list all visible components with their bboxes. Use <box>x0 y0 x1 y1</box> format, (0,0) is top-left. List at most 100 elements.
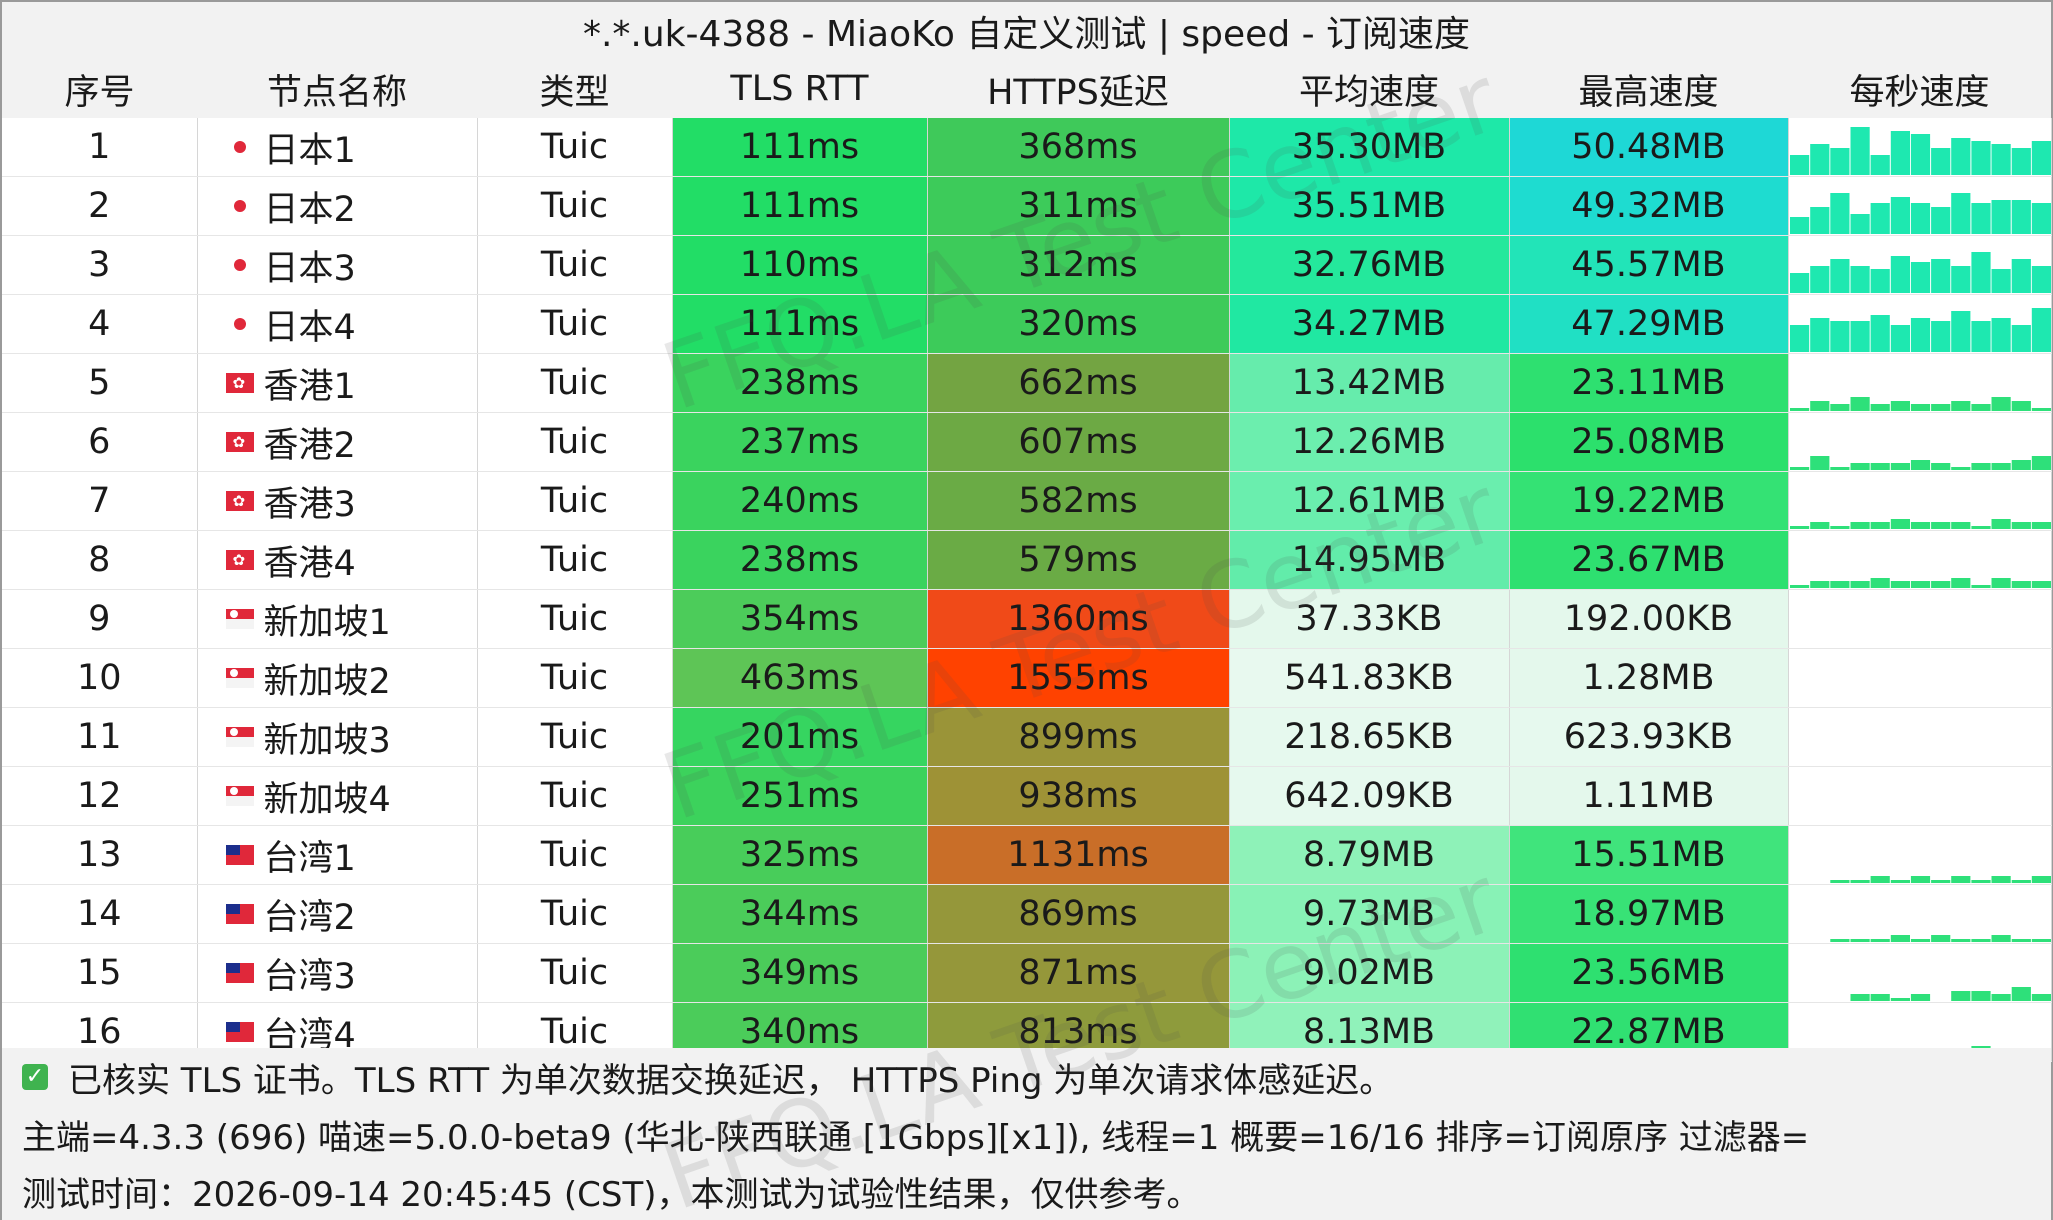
sparkline-bar <box>2031 522 2050 529</box>
flag-tw-icon <box>225 845 254 865</box>
table-row[interactable]: 15 台湾3 Tuic 349ms 871ms 9.02MB 23.56MB <box>2 943 2052 1003</box>
speed-sparkline <box>1789 519 2050 529</box>
flag-sg-icon <box>225 727 254 747</box>
sparkline-bar <box>1910 318 1930 352</box>
node-name-label: 日本1 <box>263 130 356 171</box>
col-header-per-second-speed[interactable]: 每秒速度 <box>1788 60 2051 118</box>
sparkline-bar <box>1829 467 1849 470</box>
cell-avg-speed: 218.65KB <box>1229 707 1510 767</box>
cell-avg-speed: 34.27MB <box>1229 294 1510 354</box>
cell-per-second-sparkline <box>1788 825 2052 885</box>
sparkline-bar <box>1789 217 1809 234</box>
cell-per-second-sparkline <box>1788 884 2052 944</box>
col-header-tls-rtt[interactable]: TLS RTT <box>672 60 927 118</box>
col-header-node-name[interactable]: 节点名称 <box>197 60 477 118</box>
sparkline-bar <box>2031 141 2050 175</box>
cell-per-second-sparkline <box>1788 530 2052 590</box>
sparkline-bar <box>1870 578 1890 588</box>
cell-type: Tuic <box>477 235 673 295</box>
col-header-index[interactable]: 序号 <box>2 60 197 118</box>
sparkline-bar <box>1890 935 1910 942</box>
cell-per-second-sparkline <box>1788 294 2052 354</box>
flag-hk-icon <box>225 491 254 511</box>
table-row[interactable]: 4 日本4 Tuic 111ms 320ms 34.27MB 47.29MB <box>2 294 2052 354</box>
cell-node-name: 新加坡3 <box>197 707 478 767</box>
cell-index: 2 <box>2 176 198 236</box>
sparkline-bar <box>1970 203 1991 234</box>
cell-type: Tuic <box>477 884 673 944</box>
node-name-label: 台湾1 <box>263 838 356 879</box>
cell-index: 12 <box>2 766 198 826</box>
cell-index: 1 <box>2 118 198 177</box>
col-header-max-speed[interactable]: 最高速度 <box>1509 60 1788 118</box>
sparkline-bar <box>1991 519 2011 529</box>
flag-jp-icon <box>225 255 254 275</box>
table-row[interactable]: 9 新加坡1 Tuic 354ms 1360ms 37.33KB 192.00KB <box>2 589 2052 649</box>
cell-max-speed: 1.11MB <box>1509 766 1789 826</box>
sparkline-bar <box>1870 876 1890 883</box>
cell-node-name: 新加坡1 <box>197 589 478 649</box>
table-row[interactable]: 3 日本3 Tuic 110ms 312ms 32.76MB 45.57MB <box>2 235 2052 295</box>
speed-sparkline <box>1789 193 2050 234</box>
cell-tls-rtt: 110ms <box>672 235 928 295</box>
cell-node-name: 香港4 <box>197 530 478 590</box>
table-row[interactable]: 1 日本1 Tuic 111ms 368ms 35.30MB 50.48MB <box>2 118 2052 177</box>
node-name-label: 香港3 <box>263 484 356 525</box>
flag-jp-icon <box>225 137 254 157</box>
flag-tw-icon <box>225 963 254 983</box>
cell-index: 6 <box>2 412 198 472</box>
cell-node-name: 台湾3 <box>197 943 478 1003</box>
cell-tls-rtt: 238ms <box>672 530 928 590</box>
cell-per-second-sparkline <box>1788 353 2052 413</box>
sparkline-bar <box>1829 526 1849 529</box>
sparkline-bar <box>1890 401 1910 411</box>
table-row[interactable]: 10 新加坡2 Tuic 463ms 1555ms 541.83KB 1.28MB <box>2 648 2052 708</box>
cell-index: 4 <box>2 294 198 354</box>
footer-line-time: 测试时间：2026-09-14 20:45:45 (CST)，本测试为试验性结果… <box>22 1162 1201 1220</box>
col-header-type[interactable]: 类型 <box>477 60 672 118</box>
node-name-label: 日本2 <box>263 189 356 230</box>
cell-https-latency: 869ms <box>927 884 1230 944</box>
cell-https-latency: 320ms <box>927 294 1230 354</box>
sparkline-bar <box>1850 880 1870 883</box>
cell-index: 9 <box>2 589 198 649</box>
sparkline-bar <box>2011 522 2031 529</box>
cell-max-speed: 19.22MB <box>1509 471 1789 531</box>
sparkline-bar <box>1789 325 1809 352</box>
flag-hk-icon <box>225 373 254 393</box>
cell-type: Tuic <box>477 353 673 413</box>
sparkline-bar <box>1890 256 1910 293</box>
cell-node-name: 新加坡4 <box>197 766 478 826</box>
sparkline-bar <box>1970 252 1991 293</box>
table-row[interactable]: 2 日本2 Tuic 111ms 311ms 35.51MB 49.32MB <box>2 176 2052 236</box>
window-title: *.*.uk-4388 - MiaoKo 自定义测试 | speed - 订阅速… <box>2 2 2051 60</box>
sparkline-bar <box>1930 581 1950 588</box>
cell-index: 3 <box>2 235 198 295</box>
col-header-https-latency[interactable]: HTTPS延迟 <box>927 60 1229 118</box>
sparkline-bar <box>1950 522 1970 529</box>
speed-sparkline <box>1789 127 2050 175</box>
sparkline-bar <box>1970 463 1991 470</box>
table-row[interactable]: 14 台湾2 Tuic 344ms 869ms 9.73MB 18.97MB <box>2 884 2052 944</box>
cell-tls-rtt: 325ms <box>672 825 928 885</box>
sparkline-bar <box>2031 203 2050 234</box>
cell-type: Tuic <box>477 589 673 649</box>
col-header-avg-speed[interactable]: 平均速度 <box>1229 60 1509 118</box>
table-row[interactable]: 13 台湾1 Tuic 325ms 1131ms 8.79MB 15.51MB <box>2 825 2052 885</box>
flag-tw-icon <box>225 1022 254 1042</box>
node-name-label: 新加坡3 <box>263 720 391 761</box>
cell-avg-speed: 541.83KB <box>1229 648 1510 708</box>
sparkline-bar <box>1850 397 1870 411</box>
sparkline-bar <box>2031 581 2050 588</box>
sparkline-bar <box>2031 876 2050 883</box>
sparkline-bar <box>1930 207 1950 234</box>
table-row[interactable]: 12 新加坡4 Tuic 251ms 938ms 642.09KB 1.11MB <box>2 766 2052 826</box>
sparkline-bar <box>1950 939 1970 942</box>
sparkline-bar <box>1809 318 1829 352</box>
speed-sparkline <box>1789 578 2050 588</box>
table-row[interactable]: 11 新加坡3 Tuic 201ms 899ms 218.65KB 623.93KB <box>2 707 2052 767</box>
